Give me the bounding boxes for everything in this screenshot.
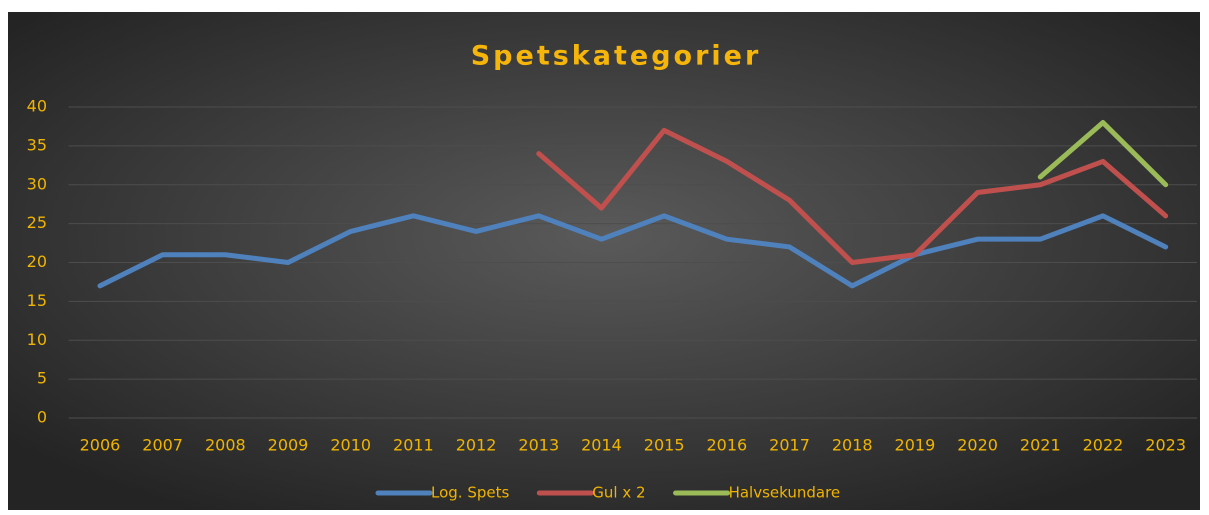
y-tick-label: 5 (37, 369, 47, 388)
x-tick-label: 2017 (769, 436, 810, 455)
chart-title: Spetskategorier (471, 41, 762, 72)
x-tick-label: 2019 (895, 436, 936, 455)
x-tick-label: 2006 (80, 436, 121, 455)
x-tick-label: 2014 (581, 436, 622, 455)
series-line (536, 127, 1169, 265)
x-tick-label: 2021 (1020, 436, 1061, 455)
x-tick-label: 2009 (268, 436, 309, 455)
series-line (1037, 120, 1169, 188)
legend-label: Halvsekundare (729, 484, 841, 502)
y-tick-label: 0 (37, 408, 47, 427)
y-tick-label: 40 (27, 97, 47, 116)
x-tick-label: 2023 (1145, 436, 1186, 455)
legend-label: Log. Spets (431, 484, 509, 502)
x-tick-label: 2007 (142, 436, 183, 455)
x-tick-label: 2013 (518, 436, 559, 455)
y-tick-label: 15 (27, 291, 47, 310)
x-tick-label: 2008 (205, 436, 246, 455)
x-tick-label: 2016 (706, 436, 747, 455)
y-tick-label: 35 (27, 135, 47, 154)
x-tick-label: 2020 (957, 436, 998, 455)
x-tick-label: 2022 (1083, 436, 1124, 455)
x-tick-label: 2012 (456, 436, 497, 455)
x-tick-label: 2018 (832, 436, 873, 455)
y-tick-label: 30 (27, 174, 47, 193)
y-tick-label: 10 (27, 330, 47, 349)
chart-background (8, 12, 1200, 510)
x-tick-label: 2015 (644, 436, 685, 455)
series-line (97, 213, 1169, 289)
y-tick-label: 25 (27, 213, 47, 232)
y-tick-label: 20 (27, 252, 47, 271)
legend-label: Gul x 2 (592, 484, 645, 502)
x-tick-label: 2010 (330, 436, 371, 455)
x-tick-label: 2011 (393, 436, 434, 455)
